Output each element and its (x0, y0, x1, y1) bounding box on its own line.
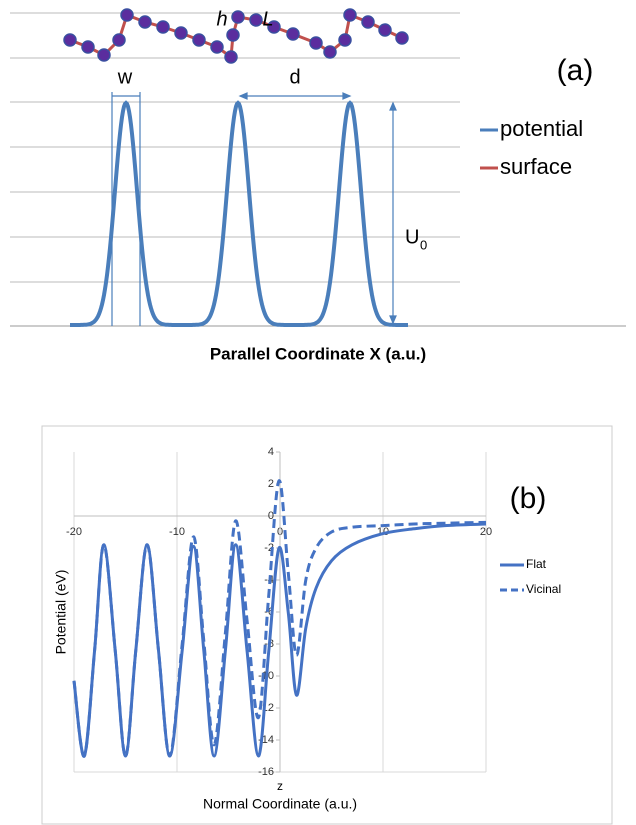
chart-frame (41, 425, 613, 825)
series-line (72, 479, 487, 758)
guide-lines (10, 12, 460, 283)
atom (156, 20, 170, 34)
x-axis-title: Parallel Coordinate X (a.u.) (210, 344, 426, 363)
y-tick-label: 0 (268, 510, 274, 522)
label-u: U (405, 226, 419, 248)
legend-label: surface (500, 154, 572, 179)
atom (112, 33, 126, 47)
x-tick-label: -20 (66, 526, 82, 538)
atom (63, 33, 77, 47)
panel-label: (a) (557, 54, 594, 87)
legend-label: potential (500, 116, 583, 141)
atom (120, 8, 134, 22)
atom (249, 13, 263, 27)
axis-label: z (277, 779, 283, 793)
y-tick-label: 2 (268, 478, 274, 490)
atom (267, 20, 281, 34)
atom (231, 10, 245, 24)
legend: potential surface (480, 116, 583, 179)
panel-b: -20-1001020-16-14-12-10-8-6-4-2024FlatVi… (41, 425, 613, 825)
atom (224, 50, 238, 64)
atom (81, 40, 95, 54)
label-w: w (117, 66, 133, 88)
atom (286, 27, 300, 41)
y-tick-label: -16 (258, 766, 274, 778)
dimension-arrows (111, 92, 397, 326)
atom (309, 36, 323, 50)
atom (361, 15, 375, 29)
atom (192, 33, 206, 47)
plot-area: -20-1001020-16-14-12-10-8-6-4-2024FlatVi… (66, 446, 561, 778)
label-u-sub: 0 (420, 237, 427, 252)
y-axis-title: Potential (eV) (53, 570, 69, 655)
potential-curve (70, 100, 408, 327)
y-tick-label: -6 (264, 606, 274, 618)
y-tick-label: 4 (268, 446, 274, 458)
atom (323, 45, 337, 59)
legend-label: Flat (526, 557, 547, 571)
x-tick-label: 20 (480, 526, 492, 538)
label-d: d (289, 66, 300, 88)
atom (378, 23, 392, 37)
y-tick-label: -2 (264, 542, 274, 554)
atom (343, 8, 357, 22)
atom (226, 28, 240, 42)
atom (97, 48, 111, 62)
x-tick-label: -10 (169, 526, 185, 538)
panel-a: w d h L U 0 (a) potential surface Paralle… (10, 8, 626, 363)
atom (138, 15, 152, 29)
legend-label: Vicinal (526, 582, 561, 596)
x-axis-title: Normal Coordinate (a.u.) (203, 796, 357, 812)
atom (395, 31, 409, 45)
atom (338, 33, 352, 47)
atom (210, 40, 224, 54)
label-h: h (216, 8, 227, 30)
molecule-chain (63, 8, 409, 64)
panel-label: (b) (510, 482, 547, 515)
atom (174, 26, 188, 40)
label-l: L (262, 8, 273, 30)
